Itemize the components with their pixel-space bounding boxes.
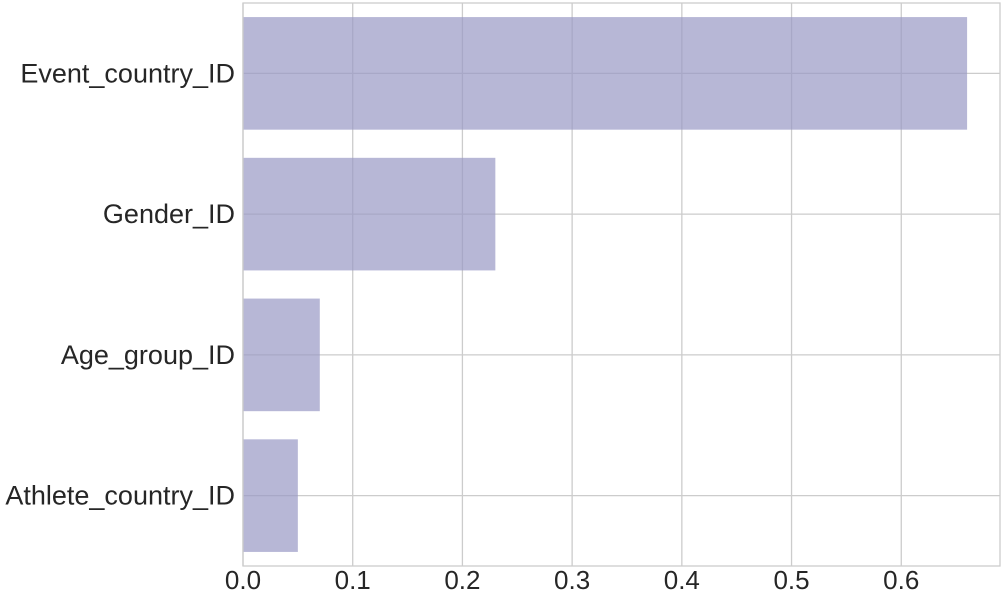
x-tick-label: 0.4	[664, 565, 700, 594]
x-tick-label: 0.1	[335, 565, 371, 594]
bar-age-group-id	[243, 298, 320, 412]
x-tick-label: 0.5	[773, 565, 809, 594]
bar-gender-id	[243, 157, 496, 271]
x-tick-labels: 0.0 0.1 0.2 0.3 0.4 0.5 0.6	[225, 565, 919, 594]
x-tick-label: 0.0	[225, 565, 261, 594]
plot-frame	[242, 2, 1001, 567]
bars	[243, 17, 968, 552]
category-label: Age_group_ID	[61, 340, 235, 370]
category-label: Event_country_ID	[20, 58, 235, 88]
category-label: Gender_ID	[103, 199, 235, 229]
bar-event-country-id	[243, 17, 968, 130]
x-tick-label: 0.3	[554, 565, 590, 594]
x-tick-label: 0.2	[444, 565, 480, 594]
x-tick-label: 0.6	[883, 565, 919, 594]
bar-athlete-country-id	[243, 439, 298, 552]
category-labels: Event_country_ID Gender_ID Age_group_ID Ath…	[5, 58, 235, 510]
category-label: Athlete_country_ID	[5, 481, 235, 511]
